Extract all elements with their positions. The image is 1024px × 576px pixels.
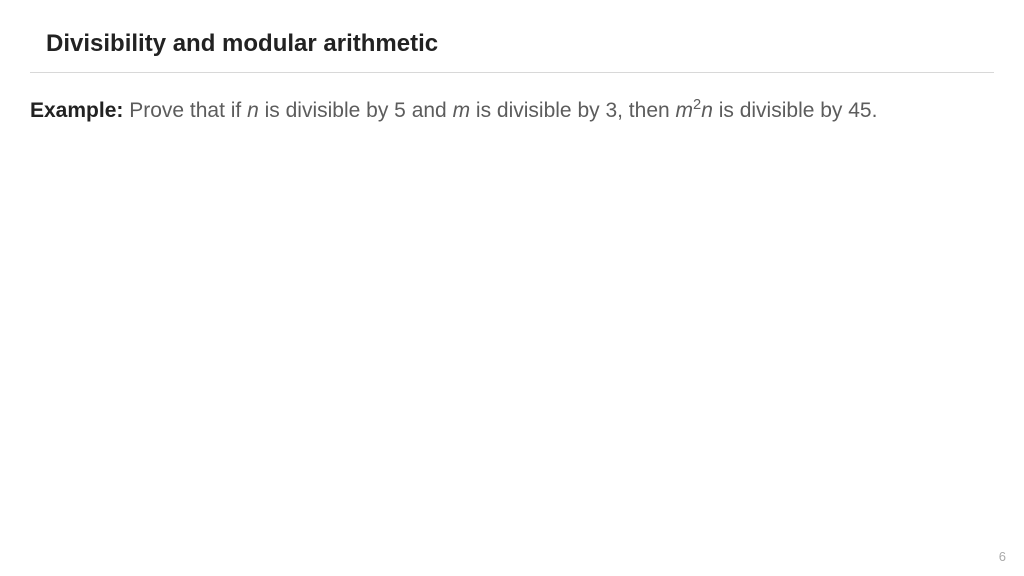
page-number: 6 (999, 549, 1006, 564)
slide-title: Divisibility and modular arithmetic (30, 30, 994, 73)
example-label: Example: (30, 99, 123, 122)
variable-n: n (247, 99, 259, 122)
text-segment-1: Prove that if (123, 99, 247, 122)
variable-m: m (453, 99, 471, 122)
text-segment-3: is divisible by 3, then (470, 99, 675, 122)
variable-m-squared: m (676, 99, 694, 122)
variable-n-2: n (701, 99, 713, 122)
slide-content: Example: Prove that if n is divisible by… (30, 73, 994, 127)
text-segment-2: is divisible by 5 and (259, 99, 453, 122)
slide-container: Divisibility and modular arithmetic Exam… (0, 0, 1024, 576)
exponent-2: 2 (693, 97, 701, 113)
text-segment-4: is divisible by 45. (713, 99, 878, 122)
